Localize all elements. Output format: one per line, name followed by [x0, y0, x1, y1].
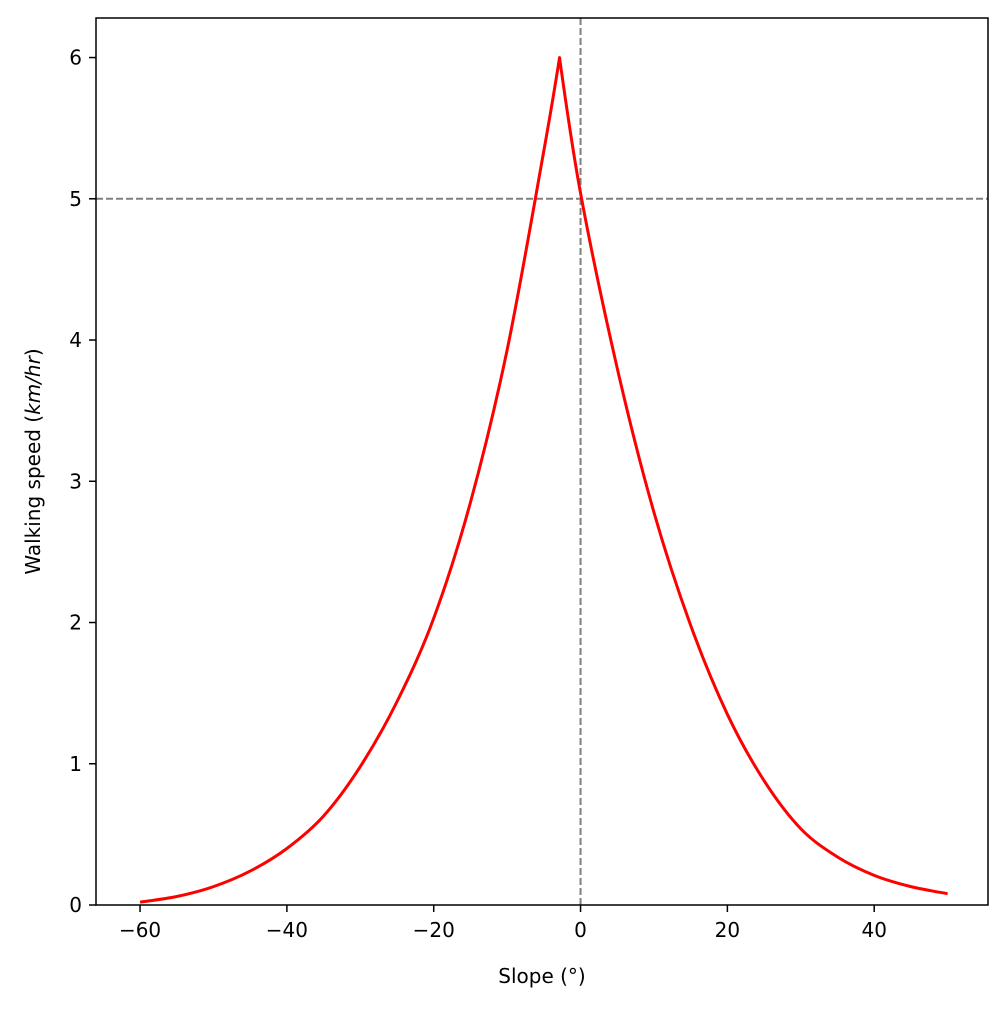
x-tick-label: 40 — [861, 918, 886, 942]
y-axis-label-unit: km/hr — [21, 354, 45, 414]
y-axis-label-suffix: ) — [21, 348, 45, 356]
y-tick-label: 3 — [69, 469, 82, 493]
plot-frame — [95, 17, 989, 906]
x-tick-label: 0 — [574, 918, 587, 942]
x-axis-label: Slope (°) — [498, 964, 585, 988]
y-axis-label-prefix: Walking speed ( — [21, 415, 45, 575]
series-line — [139, 56, 948, 904]
y-tick-label: 4 — [69, 328, 82, 352]
y-tick-label: 1 — [69, 752, 82, 776]
y-tick-label: 0 — [69, 893, 82, 917]
x-tick-label: 20 — [715, 918, 740, 942]
x-tick-label: −20 — [413, 918, 455, 942]
y-tick-label: 5 — [69, 187, 82, 211]
y-tick-label: 2 — [69, 611, 82, 635]
y-tick-label: 6 — [69, 46, 82, 70]
x-tick-label: −60 — [119, 918, 161, 942]
y-axis-label: Walking speed (km/hr) — [21, 348, 45, 574]
x-tick-label: −40 — [266, 918, 308, 942]
